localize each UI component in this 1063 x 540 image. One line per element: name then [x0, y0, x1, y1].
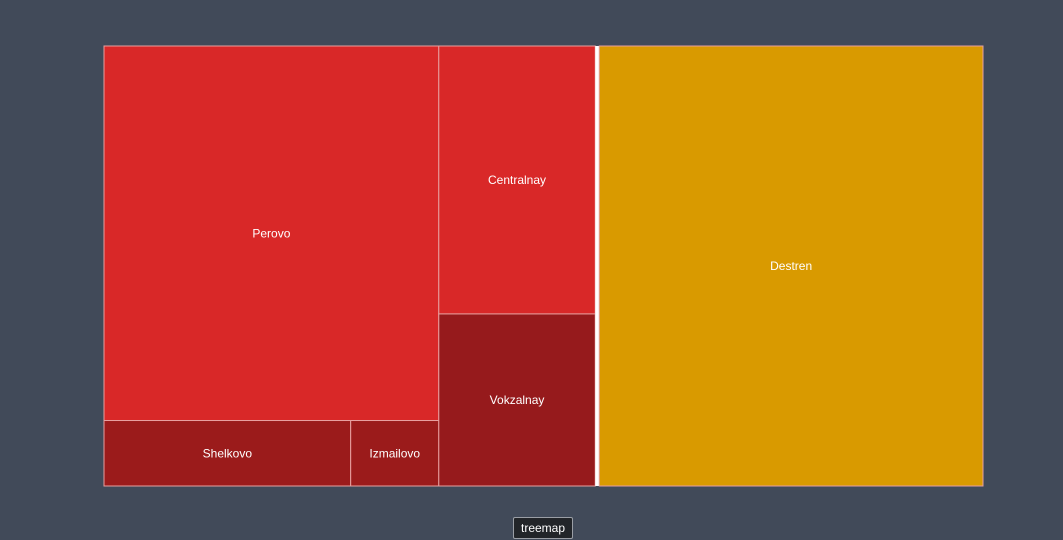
treemap-label-centralnay: Centralnay — [488, 173, 546, 187]
treemap-label-vokzalnay: Vokzalnay — [490, 393, 545, 407]
treemap-cell-perovo[interactable] — [103, 45, 440, 422]
treemap-type-button[interactable]: treemap — [513, 517, 573, 539]
treemap-cell-destren[interactable] — [598, 45, 984, 487]
treemap-label-destren: Destren — [770, 259, 812, 273]
treemap-cell-vokzalnay[interactable] — [438, 313, 596, 487]
treemap-label-shelkovo: Shelkovo — [203, 446, 253, 460]
treemap-label-izmailovo: Izmailovo — [369, 446, 420, 460]
treemap-cell-centralnay[interactable] — [438, 45, 596, 315]
treemap-label-perovo: Perovo — [252, 226, 290, 240]
group-separator — [595, 46, 600, 486]
treemap-cell-shelkovo[interactable] — [103, 420, 352, 487]
treemap-cell-izmailovo[interactable] — [350, 420, 440, 487]
